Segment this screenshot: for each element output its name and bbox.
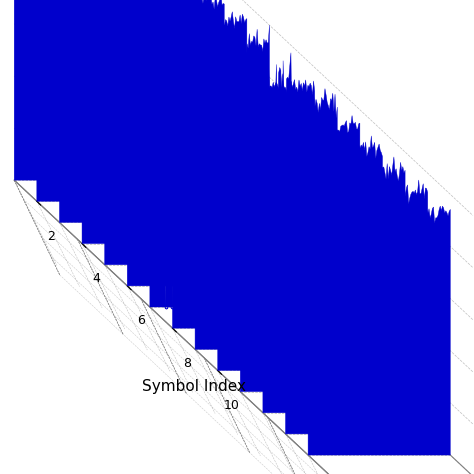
Polygon shape bbox=[82, 0, 224, 244]
Polygon shape bbox=[240, 136, 383, 392]
Polygon shape bbox=[105, 9, 247, 264]
Polygon shape bbox=[150, 46, 292, 307]
Polygon shape bbox=[308, 200, 450, 455]
Polygon shape bbox=[263, 156, 405, 413]
Polygon shape bbox=[37, 0, 179, 201]
Polygon shape bbox=[14, 0, 156, 180]
Polygon shape bbox=[218, 113, 360, 371]
Polygon shape bbox=[195, 89, 337, 349]
Polygon shape bbox=[285, 179, 428, 434]
Polygon shape bbox=[127, 25, 269, 286]
Text: 8: 8 bbox=[182, 356, 191, 370]
Polygon shape bbox=[59, 0, 201, 222]
Text: 10: 10 bbox=[224, 399, 240, 412]
Polygon shape bbox=[173, 73, 315, 328]
Text: 6: 6 bbox=[137, 314, 146, 328]
Text: 4: 4 bbox=[92, 272, 100, 285]
Text: 2: 2 bbox=[47, 230, 55, 243]
Text: Symbol Index: Symbol Index bbox=[142, 379, 246, 394]
